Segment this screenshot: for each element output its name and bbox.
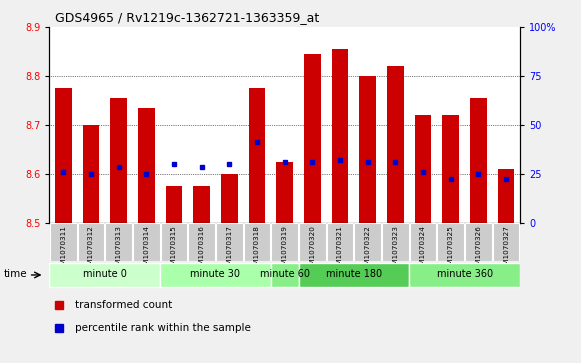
Bar — [188, 223, 215, 261]
Text: GSM1070315: GSM1070315 — [171, 225, 177, 274]
Bar — [271, 263, 299, 287]
Text: minute 30: minute 30 — [191, 269, 241, 280]
Bar — [243, 223, 270, 261]
Bar — [415, 115, 432, 223]
Text: GSM1070319: GSM1070319 — [282, 225, 288, 274]
Bar — [166, 187, 182, 223]
Bar — [498, 170, 514, 223]
Bar — [382, 223, 408, 261]
Text: GSM1070311: GSM1070311 — [60, 225, 66, 274]
Bar — [160, 263, 271, 287]
Bar — [437, 223, 464, 261]
Text: GSM1070318: GSM1070318 — [254, 225, 260, 274]
Bar — [249, 89, 266, 223]
Text: GSM1070320: GSM1070320 — [309, 225, 315, 274]
Bar — [410, 223, 436, 261]
Bar — [470, 98, 487, 223]
Text: GSM1070327: GSM1070327 — [503, 225, 509, 274]
Bar — [110, 98, 127, 223]
Bar — [387, 66, 404, 223]
Bar — [50, 223, 77, 261]
Bar — [327, 223, 353, 261]
Text: minute 180: minute 180 — [326, 269, 382, 280]
Text: GSM1070326: GSM1070326 — [475, 225, 482, 274]
Bar — [55, 89, 71, 223]
Bar — [138, 108, 155, 223]
Text: GSM1070325: GSM1070325 — [448, 225, 454, 274]
Text: GSM1070312: GSM1070312 — [88, 225, 94, 274]
Text: GSM1070317: GSM1070317 — [227, 225, 232, 274]
Text: GSM1070314: GSM1070314 — [144, 225, 149, 274]
Bar — [78, 223, 104, 261]
Bar — [299, 223, 326, 261]
Bar — [133, 223, 160, 261]
Text: GSM1070322: GSM1070322 — [365, 225, 371, 274]
Bar — [354, 223, 381, 261]
Text: minute 60: minute 60 — [260, 269, 310, 280]
Bar — [493, 223, 519, 261]
Bar — [443, 115, 459, 223]
Bar — [83, 125, 99, 223]
Bar — [332, 49, 349, 223]
Bar — [49, 263, 160, 287]
Text: minute 0: minute 0 — [83, 269, 127, 280]
Text: minute 360: minute 360 — [436, 269, 493, 280]
Bar — [299, 263, 409, 287]
Bar — [221, 174, 238, 223]
Bar — [216, 223, 243, 261]
Text: GSM1070323: GSM1070323 — [392, 225, 399, 274]
Text: time: time — [4, 269, 27, 279]
Bar — [193, 187, 210, 223]
Bar — [277, 162, 293, 223]
Text: GSM1070316: GSM1070316 — [199, 225, 205, 274]
Bar — [161, 223, 187, 261]
Text: percentile rank within the sample: percentile rank within the sample — [76, 323, 251, 333]
Text: GSM1070324: GSM1070324 — [420, 225, 426, 274]
Text: GSM1070313: GSM1070313 — [116, 225, 121, 274]
Bar — [105, 223, 132, 261]
Bar — [409, 263, 520, 287]
Text: transformed count: transformed count — [76, 301, 173, 310]
Text: GSM1070321: GSM1070321 — [337, 225, 343, 274]
Text: GDS4965 / Rv1219c-1362721-1363359_at: GDS4965 / Rv1219c-1362721-1363359_at — [55, 11, 320, 24]
Bar — [465, 223, 492, 261]
Bar — [304, 54, 321, 223]
Bar — [360, 76, 376, 223]
Bar — [271, 223, 298, 261]
